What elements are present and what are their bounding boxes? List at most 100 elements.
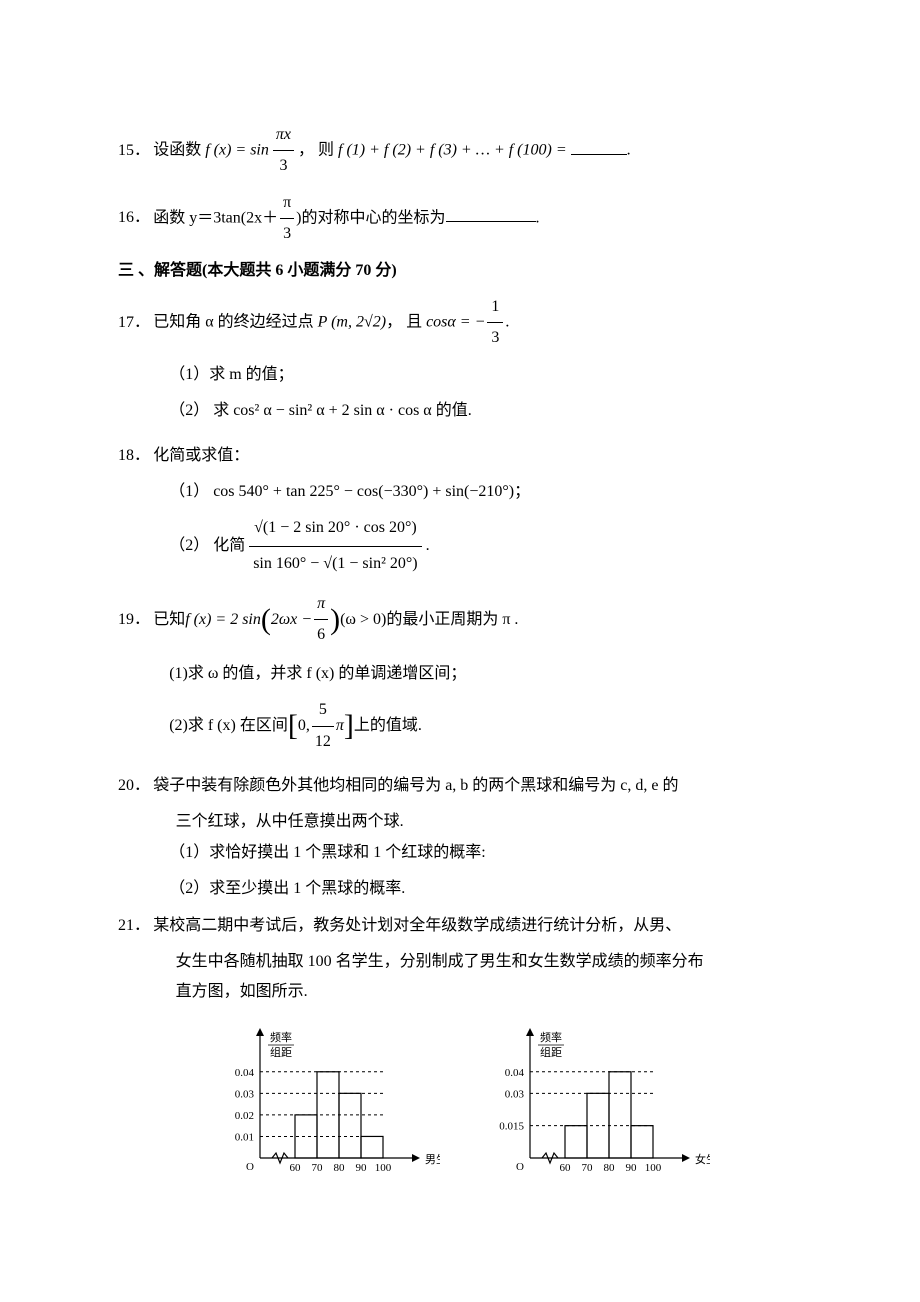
q18-part2: （2） 化简 √(1 − 2 sin 20° · cos 20°) sin 16… (118, 513, 802, 579)
svg-text:组距: 组距 (270, 1045, 292, 1059)
frac-den: sin 160° − √(1 − sin² 20°) (249, 547, 421, 579)
pi: π (336, 711, 344, 741)
svg-text:0.04: 0.04 (235, 1067, 255, 1079)
inner: 2ωx − (271, 605, 312, 635)
frac: 13 (487, 292, 503, 354)
q19-part1: (1)求 ω 的值，并求 f (x) 的单调递增区间； (118, 659, 802, 689)
text: 袋子中装有除颜色外其他均相同的编号为 a, b 的两个黑球和编号为 c, d, … (153, 777, 678, 794)
text: ， 且 (386, 314, 426, 331)
text: 函数 y＝3tan(2x＋ (153, 209, 278, 226)
text: . (627, 142, 631, 159)
q18-part1: （1） cos 540° + tan 225° − cos(−330°) + s… (118, 477, 802, 507)
text: ， 则 (298, 142, 338, 159)
interval-a: 0, (298, 711, 310, 741)
frac: πx3 (273, 120, 294, 182)
frac-num: π (280, 188, 294, 219)
svg-text:70: 70 (312, 1162, 324, 1174)
svg-text:男生成绩: 男生成绩 (425, 1152, 440, 1166)
svg-text:组距: 组距 (540, 1045, 562, 1059)
svg-text:频率: 频率 (270, 1030, 292, 1044)
question-16: 16．函数 y＝3tan(2x＋π3)的对称中心的坐标为. (118, 188, 802, 250)
section-3-heading: 三 、解答题(本大题共 6 小题满分 70 分) (118, 256, 802, 286)
svg-text:0.04: 0.04 (505, 1067, 525, 1079)
frac-den: 3 (273, 151, 294, 181)
text: . (536, 209, 540, 226)
text: 某校高二期中考试后，教务处计划对全年级数学成绩进行统计分析，从男、 (153, 917, 681, 934)
question-18: 18．化简或求值： (118, 441, 802, 471)
svg-text:0.01: 0.01 (235, 1131, 254, 1143)
frac-den: 3 (487, 323, 503, 353)
svg-text:100: 100 (645, 1162, 662, 1174)
qnum: 18． (118, 441, 153, 471)
svg-text:70: 70 (582, 1162, 594, 1174)
svg-text:90: 90 (626, 1162, 638, 1174)
cond: (ω > 0) (340, 605, 386, 635)
frac-den: 12 (312, 727, 334, 757)
frac: √(1 − 2 sin 20° · cos 20°) sin 160° − √(… (249, 513, 421, 579)
svg-text:频率: 频率 (540, 1030, 562, 1044)
q17-part2: （2） 求 cos² α − sin² α + 2 sin α · cos α … (118, 396, 802, 426)
frac-den: 3 (280, 219, 294, 249)
frac-num: 5 (312, 695, 334, 726)
text: )的对称中心的坐标为 (296, 209, 445, 226)
question-21: 21．某校高二期中考试后，教务处计划对全年级数学成绩进行统计分析，从男、 (118, 911, 802, 941)
question-17: 17．已知角 α 的终边经过点 P (m, 2√2)， 且 cosα = −13… (118, 292, 802, 354)
qnum: 21． (118, 911, 153, 941)
svg-text:100: 100 (375, 1162, 392, 1174)
svg-text:80: 80 (604, 1162, 616, 1174)
frac: π3 (280, 188, 294, 250)
frac-num: √(1 − 2 sin 20° · cos 20°) (249, 513, 421, 546)
histograms: 频率组距O男生成绩0.010.020.030.0460708090100 频率组… (118, 1018, 802, 1178)
q20-line2: 三个红球，从中任意摸出两个球. (118, 807, 802, 837)
svg-text:60: 60 (290, 1162, 302, 1174)
svg-text:O: O (246, 1161, 254, 1173)
text: 设函数 (153, 142, 205, 159)
text: . (505, 314, 509, 331)
qnum: 16． (118, 203, 153, 233)
point: P (m, 2√2) (318, 314, 386, 331)
cos: cosα = − (426, 314, 485, 331)
svg-text:0.03: 0.03 (505, 1088, 525, 1100)
blank (446, 221, 536, 222)
label: （2） 化简 (169, 531, 245, 561)
male-histogram: 频率组距O男生成绩0.010.020.030.0460708090100 (210, 1018, 440, 1178)
qnum: 20． (118, 771, 153, 801)
exam-page: 15．设函数 f (x) = sinπx3， 则 f (1) + f (2) +… (0, 0, 920, 1302)
text: 上的值域. (354, 711, 422, 741)
frac-num: 1 (487, 292, 503, 323)
qnum: 19． (118, 605, 153, 635)
frac-den: 6 (314, 620, 328, 650)
q19-part2: (2)求 f (x) 在区间 [ 0, 512 π ] 上的值域. (118, 695, 802, 757)
frac-num: πx (273, 120, 294, 151)
svg-text:女生成绩: 女生成绩 (695, 1152, 710, 1166)
fx: f (x) = sin (205, 142, 269, 159)
q21-line2: 女生中各随机抽取 100 名学生，分别制成了男生和女生数学成绩的频率分布 (118, 947, 802, 977)
func: f (x) = sin (205, 142, 269, 159)
svg-text:0.03: 0.03 (235, 1088, 255, 1100)
qnum: 17． (118, 308, 153, 338)
q20-part1: （1）求恰好摸出 1 个黑球和 1 个红球的概率: (118, 838, 802, 868)
text: 的最小正周期为 π . (386, 605, 518, 635)
fx: f (x) = 2 sin (185, 605, 261, 635)
q20-part2: （2）求至少摸出 1 个黑球的概率. (118, 874, 802, 904)
female-histogram: 频率组距O女生成绩0.0150.030.0460708090100 (480, 1018, 710, 1178)
frac-num: π (314, 589, 328, 620)
svg-text:60: 60 (560, 1162, 572, 1174)
text: 化简或求值： (153, 447, 249, 464)
q17-part1: （1）求 m 的值； (118, 360, 802, 390)
qnum: 15． (118, 136, 153, 166)
text: . (426, 531, 430, 561)
svg-text:O: O (516, 1161, 524, 1173)
svg-text:90: 90 (356, 1162, 368, 1174)
bracket: [ (288, 711, 298, 741)
big-paren: ( (261, 605, 271, 635)
sum: f (1) + f (2) + f (3) + … + f (100) = (338, 142, 571, 159)
svg-text:0.02: 0.02 (235, 1110, 254, 1122)
question-19: 19．已知 f (x) = 2 sin ( 2ωx − π6 ) (ω > 0)… (118, 589, 802, 651)
text: 已知角 α 的终边经过点 (153, 314, 317, 331)
text: 已知 (153, 605, 185, 635)
question-20: 20．袋子中装有除颜色外其他均相同的编号为 a, b 的两个黑球和编号为 c, … (118, 771, 802, 801)
frac: π6 (314, 589, 328, 651)
blank (571, 154, 627, 155)
text: (2)求 f (x) 在区间 (169, 711, 288, 741)
